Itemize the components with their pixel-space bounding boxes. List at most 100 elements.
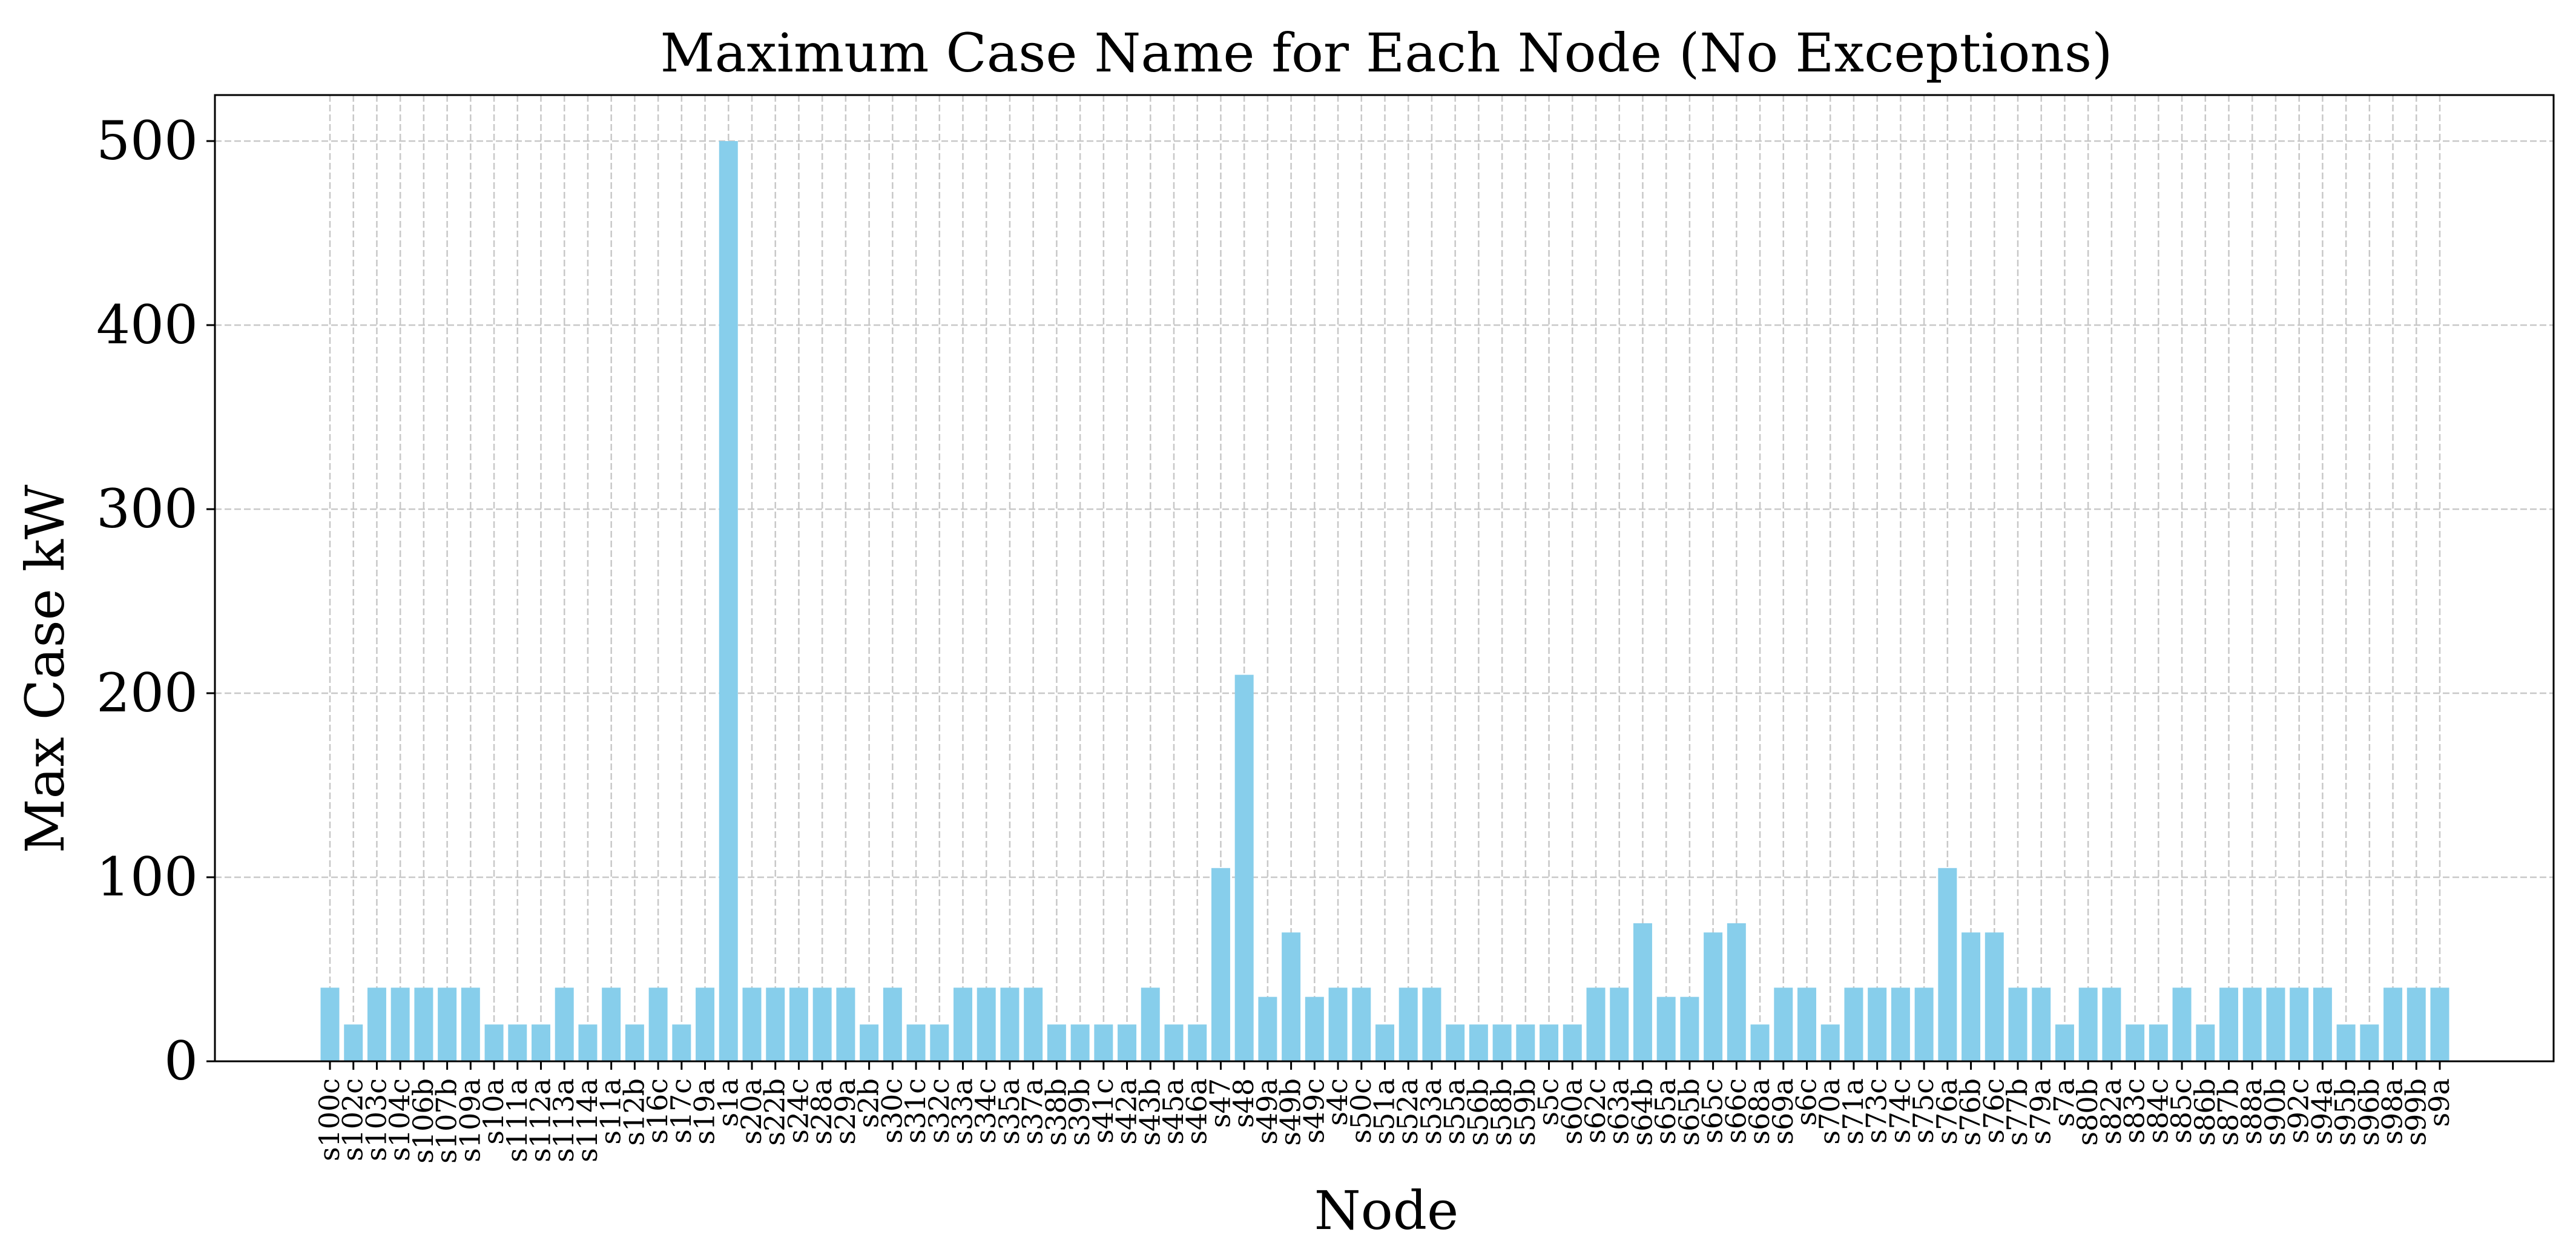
bar-s31c xyxy=(906,1024,926,1061)
bar-s53a xyxy=(1422,987,1441,1061)
x-tick-label: s20a xyxy=(735,1078,768,1145)
grid-lines xyxy=(215,95,2554,1063)
x-tick-label: s60a xyxy=(1555,1078,1588,1145)
bar-s29a xyxy=(836,987,855,1061)
bar-s68a xyxy=(1750,1024,1770,1061)
x-tick-label: s9a xyxy=(2423,1078,2456,1127)
bar-s55a xyxy=(1446,1024,1465,1061)
x-tick-label: s83c xyxy=(2118,1078,2151,1144)
bar-s20a xyxy=(742,987,762,1061)
bar-s4c xyxy=(1328,987,1348,1061)
bar-s99b xyxy=(2406,987,2426,1061)
x-tick-label: s59b xyxy=(1509,1078,1541,1146)
x-tick-label: s34c xyxy=(969,1078,1002,1144)
x-tick-label: s109a xyxy=(453,1078,486,1162)
bar-s28a xyxy=(812,987,832,1061)
bar-s69a xyxy=(1774,987,1793,1061)
bar-s113a xyxy=(555,987,574,1061)
x-tick-label: s76b xyxy=(1954,1078,1987,1146)
x-tick-label: s102c xyxy=(337,1078,369,1161)
x-tick-label: s87b xyxy=(2212,1078,2245,1146)
bar-s41c xyxy=(1094,1024,1113,1061)
x-tick-label: s55a xyxy=(1438,1078,1471,1145)
x-tick-label: s98a xyxy=(2376,1078,2409,1145)
x-tick-label: s74c xyxy=(1883,1078,1916,1144)
x-tick-label: s86b xyxy=(2189,1078,2221,1146)
x-tick-label: s85c xyxy=(2165,1078,2198,1144)
y-axis-ticks: 0 100 200 300 400 500 xyxy=(96,110,215,1092)
bar-s85c xyxy=(2172,987,2192,1061)
x-tick-label: s6c xyxy=(1790,1078,1823,1126)
x-tick-label: s30c xyxy=(875,1078,908,1144)
x-tick-label: s10a xyxy=(477,1078,510,1145)
x-tick-label: s63a xyxy=(1603,1078,1635,1145)
bar-s48 xyxy=(1234,674,1254,1061)
x-tick-label: s42a xyxy=(1110,1078,1143,1145)
x-tick-label: s113a xyxy=(547,1078,580,1162)
x-tick-label: s58b xyxy=(1485,1078,1518,1146)
bar-s2b xyxy=(860,1024,879,1061)
bar-s52a xyxy=(1398,987,1418,1061)
bar-s38b xyxy=(1047,1024,1066,1061)
y-tick-label: 500 xyxy=(96,110,198,172)
x-tick-label: s65a xyxy=(1649,1078,1682,1145)
x-tick-label: s4c xyxy=(1321,1078,1354,1126)
bar-s1a xyxy=(719,141,738,1061)
y-tick-label: 100 xyxy=(96,846,198,908)
bar-s76c xyxy=(1985,932,2004,1061)
x-tick-label: s29a xyxy=(829,1078,861,1145)
bar-s5c xyxy=(1540,1024,1559,1061)
bar-s10a xyxy=(484,1024,504,1061)
x-tick-label: s69a xyxy=(1767,1078,1799,1145)
bar-s17c xyxy=(672,1024,691,1061)
x-tick-label: s76c xyxy=(1977,1078,2010,1144)
bar-s49a xyxy=(1258,997,1277,1061)
x-tick-label: s33a xyxy=(946,1078,979,1145)
bar-s77b xyxy=(2008,987,2028,1061)
chart-title: Maximum Case Name for Each Node (No Exce… xyxy=(660,22,2113,84)
x-tick-label: s56b xyxy=(1461,1078,1494,1146)
bar-s114a xyxy=(578,1024,598,1061)
bar-s34c xyxy=(977,987,996,1061)
x-tick-label: s38b xyxy=(1039,1078,1072,1146)
x-tick-label: s92c xyxy=(2282,1078,2315,1144)
bar-s111a xyxy=(508,1024,527,1061)
x-tick-label: s100c xyxy=(313,1078,346,1161)
x-tick-label: s104c xyxy=(383,1078,416,1161)
bar-s100c xyxy=(320,987,340,1061)
x-tick-label: s49a xyxy=(1251,1078,1283,1145)
bar-s39b xyxy=(1070,1024,1090,1061)
bar-s71a xyxy=(1844,987,1863,1061)
bar-s16c xyxy=(648,987,668,1061)
x-tick-label: s112a xyxy=(524,1078,557,1162)
x-tick-label: s45a xyxy=(1157,1078,1190,1145)
x-tick-label: s65b xyxy=(1673,1078,1705,1146)
bar-s45a xyxy=(1164,1024,1184,1061)
x-tick-label: s39b xyxy=(1063,1078,1096,1146)
x-tick-label: s43b xyxy=(1133,1078,1166,1146)
bar-s98a xyxy=(2383,987,2403,1061)
bar-s9a xyxy=(2430,987,2449,1061)
x-tick-label: s12b xyxy=(618,1078,650,1146)
bar-s37a xyxy=(1024,987,1043,1061)
x-tick-label: s103c xyxy=(360,1078,392,1161)
x-tick-label: s94a xyxy=(2305,1078,2338,1145)
x-tick-label: s35a xyxy=(993,1078,1026,1145)
x-tick-label: s114a xyxy=(571,1078,604,1162)
x-tick-label: s19a xyxy=(688,1078,721,1145)
bar-s42a xyxy=(1118,1024,1137,1061)
bar-s96b xyxy=(2360,1024,2379,1061)
x-tick-label: s77b xyxy=(2001,1078,2034,1146)
bar-s62c xyxy=(1586,987,1606,1061)
x-tick-label: s90b xyxy=(2259,1078,2291,1146)
y-tick-label: 0 xyxy=(164,1030,198,1092)
x-tick-label: s49c xyxy=(1297,1078,1330,1144)
x-tick-label: s41c xyxy=(1087,1078,1119,1144)
bar-s58b xyxy=(1492,1024,1512,1061)
x-tick-label: s80b xyxy=(2071,1078,2104,1146)
x-tick-label: s65c xyxy=(1696,1078,1729,1144)
y-axis-label: Max Case kW xyxy=(14,484,76,854)
bar-s60a xyxy=(1563,1024,1582,1061)
